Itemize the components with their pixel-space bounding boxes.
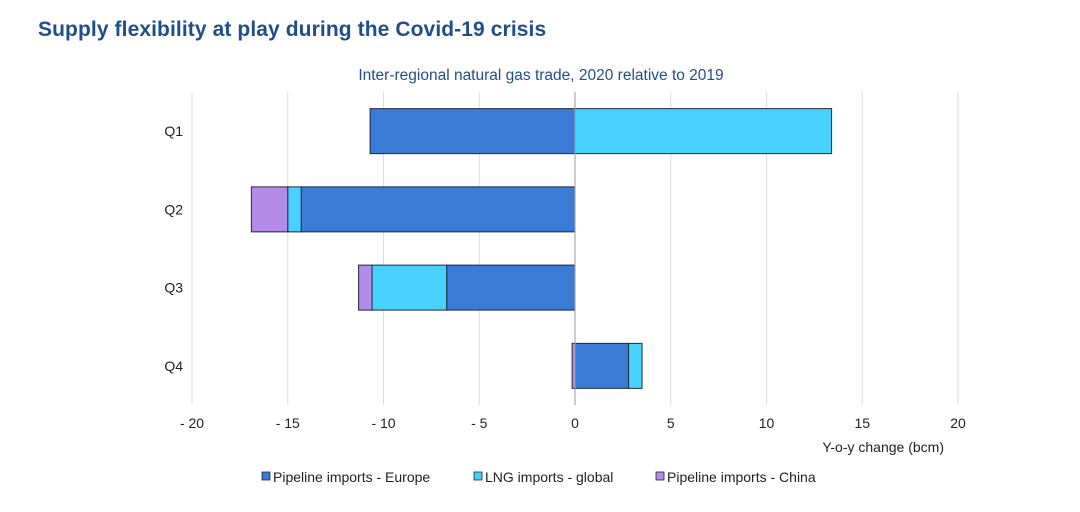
- bar-q2-series-1: [287, 186, 302, 233]
- x-axis-label: Y-o-y change (bcm): [822, 439, 944, 455]
- x-tick-label-3: - 5: [471, 415, 488, 431]
- bar-q4-series-0: [574, 342, 630, 389]
- category-label-q1: Q1: [164, 123, 183, 139]
- x-tick-label-4: 0: [571, 415, 579, 431]
- x-tick-label-7: 15: [854, 415, 870, 431]
- bar-q3-series-1: [371, 264, 448, 311]
- chart-subtitle: Inter-regional natural gas trade, 2020 r…: [358, 67, 723, 84]
- x-tick-label-0: - 20: [180, 415, 204, 431]
- bar-q2-series-2: [250, 186, 289, 233]
- bars: [250, 92, 833, 405]
- bar-q3-series-2: [358, 264, 373, 311]
- legend-label-1: LNG imports - global: [485, 469, 613, 485]
- category-label-q4: Q4: [164, 358, 183, 374]
- bar-q1-series-1: [574, 108, 833, 155]
- bar-q3-series-0: [446, 264, 576, 311]
- x-tick-label-2: - 10: [371, 415, 395, 431]
- x-tick-label-6: 10: [759, 415, 775, 431]
- bar-q2-series-0: [300, 186, 576, 233]
- page-title: Supply flexibility at play during the Co…: [38, 18, 547, 41]
- x-tick-label-8: 20: [950, 415, 966, 431]
- category-label-q3: Q3: [164, 280, 183, 296]
- x-tick-labels: - 20 - 15 - 10 - 5 0 5 10 15 20: [180, 415, 966, 431]
- category-labels: Q1 Q2 Q3 Q4: [164, 123, 183, 374]
- x-tick-label-1: - 15: [276, 415, 300, 431]
- legend: Pipeline imports - Europe LNG imports - g…: [261, 469, 816, 485]
- legend-swatch-1: [473, 471, 483, 481]
- legend-label-2: Pipeline imports - China: [667, 469, 816, 485]
- gridlines: [191, 92, 959, 405]
- bar-q4-series-1: [628, 342, 643, 389]
- legend-label-0: Pipeline imports - Europe: [273, 469, 430, 485]
- bar-q1-series-0: [369, 108, 576, 155]
- category-label-q2: Q2: [164, 201, 183, 217]
- x-tick-label-5: 5: [667, 415, 675, 431]
- legend-swatch-0: [261, 471, 271, 481]
- legend-swatch-2: [655, 471, 665, 481]
